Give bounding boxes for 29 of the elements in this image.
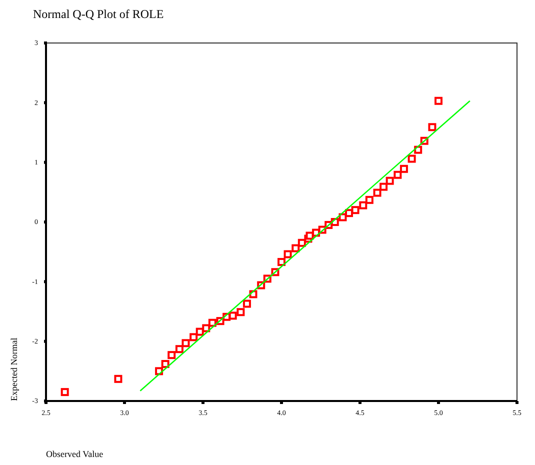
point: [190, 333, 198, 342]
point: [208, 318, 216, 327]
point: [60, 388, 69, 396]
point: [114, 374, 122, 383]
point: [202, 324, 210, 332]
x-axis-title: Observed Value: [46, 449, 104, 459]
point: [292, 244, 300, 252]
point: [394, 170, 402, 179]
point: [373, 188, 382, 197]
point: [380, 182, 388, 191]
point: [408, 154, 416, 163]
point: [236, 308, 245, 316]
point: [278, 258, 286, 266]
point: [365, 196, 374, 204]
point: [242, 300, 251, 308]
point: [428, 123, 436, 132]
point: [351, 206, 360, 214]
point: [400, 164, 408, 173]
point: [161, 360, 170, 368]
point: [434, 96, 442, 105]
point: [228, 312, 237, 320]
point: [182, 339, 190, 348]
point: [359, 201, 368, 210]
chart-title: Normal Q-Q Plot of ROLE: [33, 7, 164, 21]
point: [175, 345, 184, 354]
point: [284, 250, 292, 258]
y-axis-title: Expected Normal: [9, 337, 19, 401]
point: [168, 351, 176, 360]
point: [386, 176, 394, 185]
